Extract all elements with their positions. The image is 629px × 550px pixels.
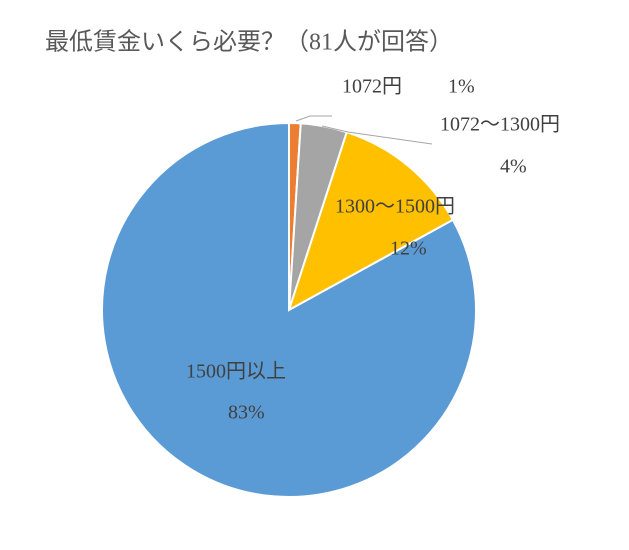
value-label: 12% — [390, 238, 427, 260]
leader-line — [295, 115, 332, 122]
value-label: 4% — [500, 156, 527, 178]
slice-label: 1072円 — [342, 76, 402, 98]
chart-title: 最低賃金いくら必要？（81人が回答） — [45, 29, 453, 56]
pie-slice — [101, 121, 477, 498]
slice-label: 1072～1300円 — [440, 114, 560, 136]
leader-line — [321, 125, 433, 145]
value-label: 1% — [448, 76, 475, 98]
pie-slice — [287, 130, 455, 313]
slice-label: 1300～1500円 — [335, 196, 455, 218]
slice-label: 1500円以上 — [186, 360, 286, 383]
value-label: 83% — [228, 402, 265, 424]
